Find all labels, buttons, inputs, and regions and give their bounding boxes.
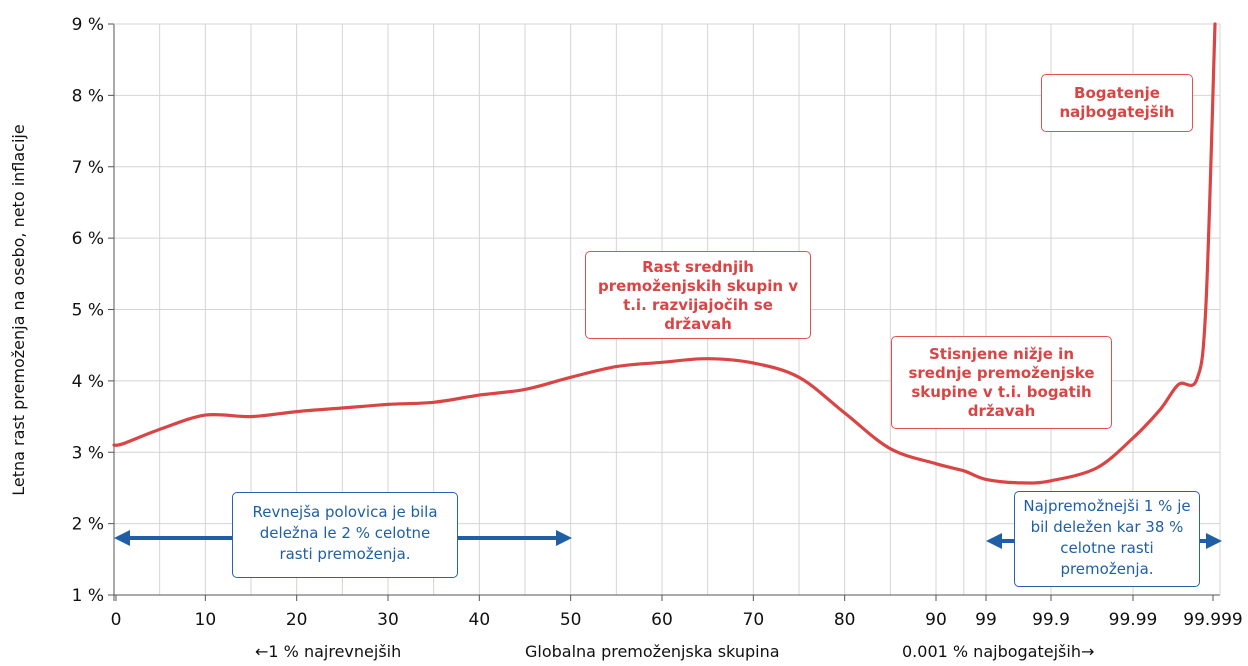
y-tick-label: 3 % [72,443,104,463]
x-tick-label: 99 [975,610,997,630]
annotation-top1: Najpremožnejši 1 % je bil deležen kar 38… [1014,491,1200,587]
y-tick-label: 1 % [72,586,104,606]
y-tick-label: 8 % [72,86,104,106]
y-tick-label: 7 % [72,158,104,178]
y-tick-label: 9 % [72,15,104,35]
x-tick-label: 40 [469,610,491,630]
x-axis-ticks: 0 10 20 30 40 50 60 70 80 90 99 99.9 99.99 99.999 [111,595,1243,630]
x-label-right: 0.001 % najbogatejših→ [902,642,1095,661]
y-tick-label: 5 % [72,301,104,321]
x-label-left: ←1 % najrevnejših [255,642,402,661]
x-tick-label: 90 [925,610,947,630]
x-tick-label: 70 [743,610,765,630]
x-tick-label: 99.9 [1032,610,1070,630]
annotation-squeezed: Stisnjene nižje in srednje premoženjske … [891,336,1112,429]
x-tick-label: 99.999 [1183,610,1242,630]
growth-line [112,22,1217,485]
annotation-poor-half: Revnejša polovica je bila deležna le 2 %… [232,492,458,578]
annotation-rich: Bogatenje najbogatejših [1041,74,1193,132]
arrow-head-left [114,530,130,546]
arrow-head-right [1206,533,1222,549]
annotation-middle: Rast srednjih premoženjskih skupin v t.i… [585,251,811,339]
x-tick-label: 50 [560,610,582,630]
arrow-head-left [986,533,1002,549]
x-tick-label: 0 [111,610,122,630]
series-layer [112,22,1217,485]
y-tick-label: 2 % [72,515,104,535]
x-tick-label: 20 [286,610,308,630]
x-axis-title: Globalna premoženjska skupina [525,642,780,661]
y-tick-label: 4 % [72,372,104,392]
y-axis-ticks: 1 % 2 % 3 % 4 % 5 % 6 % 7 % 8 % 9 % [72,15,114,606]
x-tick-label: 30 [377,610,399,630]
x-tick-label: 80 [834,610,856,630]
plot-frame [108,23,1221,601]
y-axis-title: Letna rast premoženja na osebo, neto inf… [9,124,28,495]
x-tick-label: 99.99 [1109,610,1158,630]
x-tick-label: 10 [195,610,217,630]
arrow-head-right [556,530,572,546]
x-tick-label: 60 [651,610,673,630]
y-tick-label: 6 % [72,229,104,249]
